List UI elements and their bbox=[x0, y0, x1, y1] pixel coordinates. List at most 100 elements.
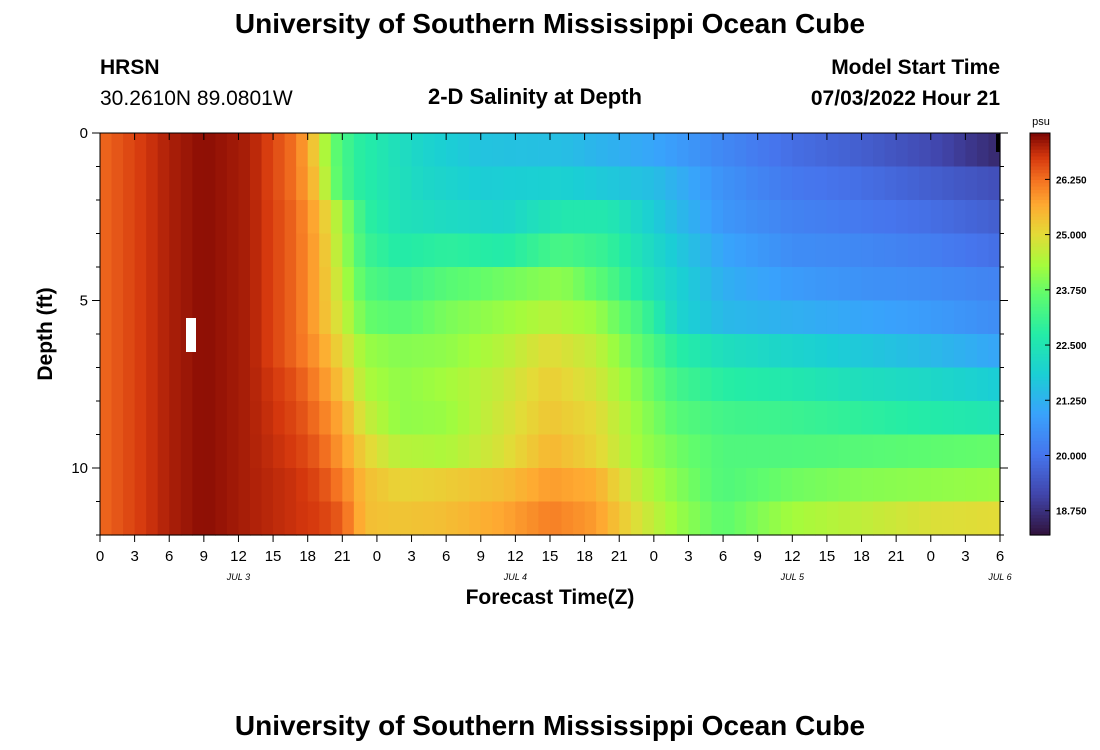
heatmap-cell bbox=[319, 133, 332, 168]
heatmap-cell bbox=[665, 334, 678, 369]
heatmap-cell bbox=[734, 300, 747, 335]
heatmap-cell bbox=[596, 300, 609, 335]
heatmap-cell bbox=[284, 267, 297, 302]
heatmap-cell bbox=[838, 468, 851, 503]
heatmap-cell bbox=[792, 267, 805, 302]
heatmap-cell bbox=[976, 401, 990, 436]
heatmap-cell bbox=[226, 434, 240, 469]
colorbar-segment bbox=[1030, 210, 1050, 214]
heatmap-cell bbox=[434, 434, 447, 469]
heatmap-cell bbox=[365, 267, 378, 302]
heatmap-cell bbox=[146, 468, 159, 503]
heatmap-cell bbox=[619, 300, 632, 335]
heatmap-cell bbox=[561, 200, 574, 235]
heatmap-cell bbox=[919, 468, 932, 503]
heatmap-cell bbox=[503, 468, 516, 503]
heatmap-cell bbox=[169, 434, 182, 469]
heatmap-cell bbox=[342, 233, 355, 268]
heatmap-cell bbox=[146, 267, 159, 302]
heatmap-cell bbox=[896, 233, 909, 268]
heatmap-cell bbox=[388, 468, 401, 503]
heatmap-cell bbox=[607, 133, 620, 168]
heatmap-cell bbox=[203, 300, 216, 335]
heatmap-cell bbox=[838, 367, 851, 402]
heatmap-cell bbox=[550, 166, 563, 201]
colorbar-segment bbox=[1030, 153, 1050, 158]
heatmap-cell bbox=[284, 401, 297, 436]
heatmap-cell bbox=[757, 468, 770, 503]
heatmap-cell bbox=[123, 367, 136, 402]
heatmap-cell bbox=[723, 200, 736, 235]
heatmap-cell bbox=[250, 334, 263, 369]
heatmap-cell bbox=[388, 300, 401, 335]
heatmap-cell bbox=[457, 468, 470, 503]
heatmap-cell bbox=[307, 501, 320, 536]
heatmap-cell bbox=[907, 133, 920, 168]
heatmap-cell bbox=[757, 367, 770, 402]
heatmap-cell bbox=[561, 166, 574, 201]
heatmap-cell bbox=[123, 200, 136, 235]
heatmap-cell bbox=[203, 133, 216, 168]
heatmap-cell bbox=[700, 300, 713, 335]
heatmap-cell bbox=[203, 468, 216, 503]
heatmap-cell bbox=[538, 267, 551, 302]
heatmap-cell bbox=[757, 334, 770, 369]
heatmap-cell bbox=[446, 334, 459, 369]
heatmap-cell bbox=[884, 300, 897, 335]
heatmap-cell bbox=[884, 468, 897, 503]
heatmap-cell bbox=[330, 233, 343, 268]
heatmap-cell bbox=[423, 300, 436, 335]
heatmap-cell bbox=[976, 300, 990, 335]
heatmap-cell bbox=[942, 468, 955, 503]
heatmap-cell bbox=[400, 434, 413, 469]
heatmap-cell bbox=[780, 200, 793, 235]
x-tick-label: 12 bbox=[784, 548, 801, 565]
heatmap-cell bbox=[515, 334, 528, 369]
heatmap-cell bbox=[169, 334, 182, 369]
heatmap-cell bbox=[123, 501, 136, 536]
heatmap-cell bbox=[365, 166, 378, 201]
heatmap-cell bbox=[169, 133, 182, 168]
heatmap-cell bbox=[400, 501, 413, 536]
heatmap-cell bbox=[134, 200, 147, 235]
heatmap-cell bbox=[734, 401, 747, 436]
page-title: University of Southern Mississippi Ocean… bbox=[234, 8, 866, 39]
heatmap-cell bbox=[919, 501, 932, 536]
heatmap-cell bbox=[642, 133, 655, 168]
heatmap-cell bbox=[826, 468, 840, 503]
heatmap-cell bbox=[607, 367, 620, 402]
heatmap-cell bbox=[769, 468, 782, 503]
heatmap-cell bbox=[734, 334, 747, 369]
x-tick-label: 6 bbox=[719, 548, 727, 565]
heatmap-cell bbox=[734, 200, 747, 235]
heatmap-cell bbox=[942, 267, 955, 302]
colorbar-segment bbox=[1030, 327, 1050, 332]
heatmap-cell bbox=[965, 401, 978, 436]
heatmap-cell bbox=[446, 233, 459, 268]
colorbar-segment bbox=[1030, 447, 1050, 452]
colorbar-segment bbox=[1030, 297, 1050, 302]
colorbar-segment bbox=[1030, 478, 1050, 482]
heatmap-cell bbox=[976, 166, 990, 201]
heatmap-cell bbox=[492, 267, 505, 302]
heatmap-cell bbox=[826, 367, 840, 402]
heatmap-cell bbox=[423, 501, 436, 536]
heatmap-cell bbox=[203, 501, 216, 536]
colorbar-segment bbox=[1030, 220, 1050, 225]
heatmap-cell bbox=[353, 166, 366, 201]
heatmap-cell bbox=[330, 367, 343, 402]
heatmap-cell bbox=[573, 401, 586, 436]
heatmap-cell bbox=[411, 434, 424, 469]
heatmap-cell bbox=[307, 300, 320, 335]
heatmap-cell bbox=[446, 267, 459, 302]
heatmap-cell bbox=[526, 267, 540, 302]
heatmap-cell bbox=[711, 300, 724, 335]
heatmap-cell bbox=[757, 401, 770, 436]
heatmap-cell bbox=[538, 200, 551, 235]
heatmap-cell bbox=[400, 300, 413, 335]
heatmap-cell bbox=[757, 233, 770, 268]
x-axis-label: Forecast Time(Z) bbox=[466, 586, 635, 609]
heatmap-cell bbox=[203, 200, 216, 235]
heatmap-cell bbox=[457, 300, 470, 335]
heatmap-cell bbox=[873, 468, 886, 503]
